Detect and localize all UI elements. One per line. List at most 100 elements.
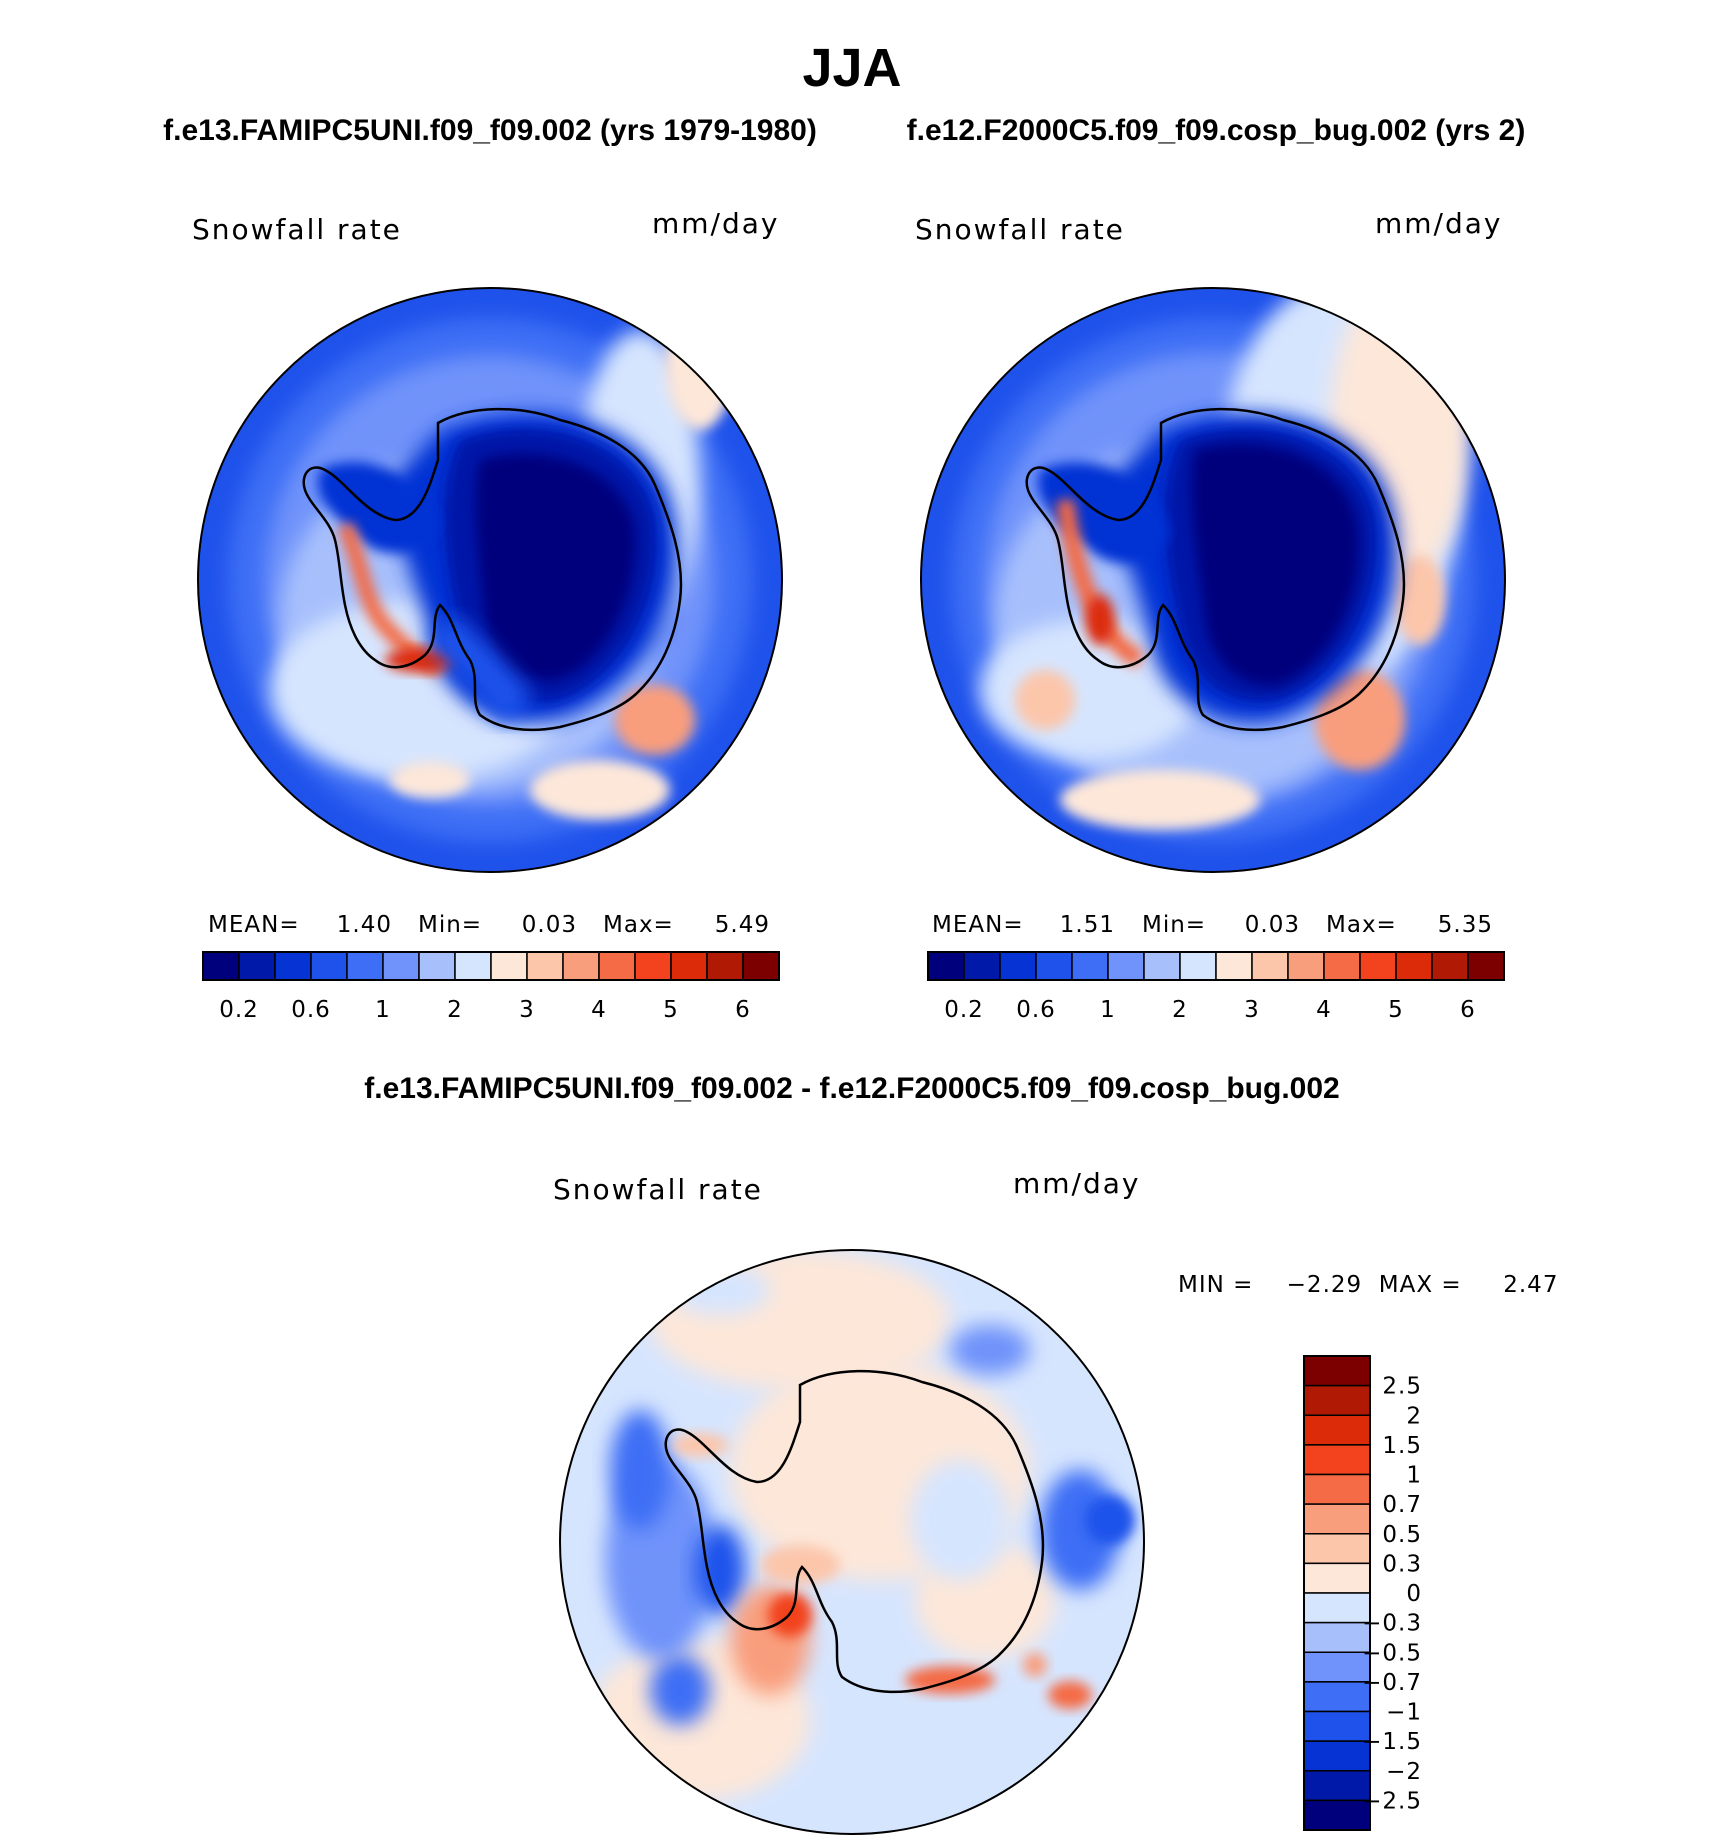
colorbar-swatch — [1303, 1562, 1371, 1594]
max-value: 5.49 — [715, 912, 770, 938]
colorbar-swatch — [1179, 951, 1217, 981]
colorbar-tick-label: 0.7 — [1382, 1492, 1422, 1518]
map-boundary-diff — [559, 1249, 1145, 1835]
min-label: Min= — [1142, 912, 1206, 938]
snowfall-map-a — [198, 288, 782, 872]
colorbar-swatch — [1303, 1355, 1371, 1387]
colorbar-tick-label: 6 — [735, 997, 751, 1023]
subtitle-left: f.e13.FAMIPC5UNI.f09_f09.002 (yrs 1979-1… — [163, 114, 817, 147]
coastline-diff — [664, 1369, 1045, 1694]
colorbar-tick-label: 6 — [1460, 997, 1476, 1023]
mean-value: 1.40 — [337, 912, 392, 938]
stats-row-a: MEAN= 1.40 Min= 0.03 Max= 5.49 — [208, 912, 770, 938]
map-boundary-a — [197, 287, 783, 873]
mean-label: MEAN= — [932, 912, 1024, 938]
colorbar-swatch — [1143, 951, 1181, 981]
min-value: 0.03 — [522, 912, 577, 938]
colorbar-swatch — [742, 951, 780, 981]
colorbar-tick-label: 5 — [1388, 997, 1404, 1023]
colorbar-swatch — [1359, 951, 1397, 981]
colorbar-tick-label: −1.5 — [1362, 1729, 1422, 1755]
max-label: Max= — [603, 912, 674, 938]
colorbar-tick-label: 0.2 — [944, 997, 984, 1023]
colorbar-swatch — [202, 951, 240, 981]
units-label: mm/day — [652, 207, 780, 240]
colorbar-swatch — [1431, 951, 1469, 981]
units-label: mm/day — [1375, 207, 1503, 240]
colorbar-tick-label: 2.5 — [1382, 1374, 1422, 1400]
colorbar-swatch — [526, 951, 564, 981]
colorbar-swatch — [1323, 951, 1361, 981]
colorbar-tick-label: 1 — [1100, 997, 1116, 1023]
colorbar-swatch — [1467, 951, 1505, 981]
colorbar-tick-label: −0.5 — [1362, 1640, 1422, 1666]
colorbar-outline — [1303, 1355, 1371, 1831]
colorbar-swatch — [1303, 1444, 1371, 1476]
panel-model-a: Snowfall rate mm/day MEAN= 1.40 — [192, 207, 783, 1023]
colorbar-swatch — [1303, 1384, 1371, 1416]
colorbar-tick-label: −1 — [1386, 1700, 1422, 1726]
colorbar-tick-label: 2 — [1172, 997, 1188, 1023]
colorbar-swatch — [1287, 951, 1325, 981]
colorbar-swatch — [490, 951, 528, 981]
max-label: Max= — [1326, 912, 1397, 938]
colorbar-tick-label: 0.5 — [1382, 1522, 1422, 1548]
colorbar-swatch — [274, 951, 312, 981]
colorbar-tick-label: −2.5 — [1362, 1788, 1422, 1814]
colorbar-swatch — [999, 951, 1037, 981]
colorbar-tick-label: 1.5 — [1382, 1433, 1422, 1459]
colorbar-tick-label: −0.3 — [1362, 1611, 1422, 1637]
mean-value: 1.51 — [1060, 912, 1115, 938]
colorbar-b: 0.2 0.6 1 2 3 4 5 6 — [927, 951, 1505, 1023]
colorbar-swatch — [1215, 951, 1253, 981]
min-max-stats: MIN = −2.29 MAX = 2.47 — [1178, 1272, 1558, 1298]
colorbar-tick-label: 0.6 — [291, 997, 331, 1023]
colorbar-tick-label: −2 — [1386, 1759, 1422, 1785]
colorbar-swatch — [346, 951, 384, 981]
colorbar-swatch — [1071, 951, 1109, 981]
colorbar-tick-label: 0.3 — [1382, 1551, 1422, 1577]
colorbar-swatch — [238, 951, 276, 981]
difference-title: f.e13.FAMIPC5UNI.f09_f09.002 - f.e12.F20… — [364, 1072, 1339, 1105]
colorbar-tick-label: 3 — [1244, 997, 1260, 1023]
colorbar-swatch — [382, 951, 420, 981]
colorbar-swatch — [1303, 1710, 1371, 1742]
colorbar-difference: 2.5 2 1.5 1 0.7 0.5 0.3 0 −0.3 −0.5 −0.7 −1 −1.5 −2 −2… — [1303, 1355, 1422, 1831]
colorbar-swatch — [562, 951, 600, 981]
colorbar-tick-label: 0.6 — [1016, 997, 1056, 1023]
variable-label: Snowfall rate — [915, 213, 1125, 246]
snowfall-map-b — [921, 288, 1505, 872]
variable-label: Snowfall rate — [553, 1173, 763, 1206]
figure-title: JJA — [802, 38, 901, 98]
min-value: 0.03 — [1245, 912, 1300, 938]
colorbar-swatch — [1303, 1651, 1371, 1683]
colorbar-tick-label: 2 — [447, 997, 463, 1023]
colorbar-swatch — [634, 951, 672, 981]
map-boundary-b — [920, 287, 1506, 873]
colorbar-swatch — [1395, 951, 1433, 981]
subtitle-right: f.e12.F2000C5.f09_f09.cosp_bug.002 (yrs … — [907, 114, 1526, 147]
colorbar-outline — [202, 951, 780, 981]
colorbar-swatch — [1251, 951, 1289, 981]
colorbar-swatch — [1303, 1770, 1371, 1802]
colorbar-tick-label: 5 — [663, 997, 679, 1023]
colorbar-swatch — [670, 951, 708, 981]
min-label: Min= — [418, 912, 482, 938]
colorbar-swatch — [963, 951, 1001, 981]
max-value: 5.35 — [1438, 912, 1493, 938]
panel-difference: Snowfall rate mm/day MIN = −2.29 MAX = 2… — [553, 1167, 1558, 1835]
colorbar-swatch — [310, 951, 348, 981]
colorbar-swatch — [1303, 1740, 1371, 1772]
colorbar-a: 0.2 0.6 1 2 3 4 5 6 — [202, 951, 780, 1023]
colorbar-swatch — [927, 951, 965, 981]
colorbar-swatch — [706, 951, 744, 981]
colorbar-tick-label: 3 — [519, 997, 535, 1023]
colorbar-tick-label: 2 — [1406, 1403, 1422, 1429]
colorbar-swatch — [1303, 1799, 1371, 1831]
colorbar-swatch — [1303, 1533, 1371, 1565]
panel-model-b: Snowfall rate mm/day MEAN= 1.51 — [915, 207, 1506, 1023]
stats-row-b: MEAN= 1.51 Min= 0.03 Max= 5.35 — [932, 912, 1493, 938]
colorbar-swatch — [418, 951, 456, 981]
coastline-b — [1025, 407, 1406, 732]
